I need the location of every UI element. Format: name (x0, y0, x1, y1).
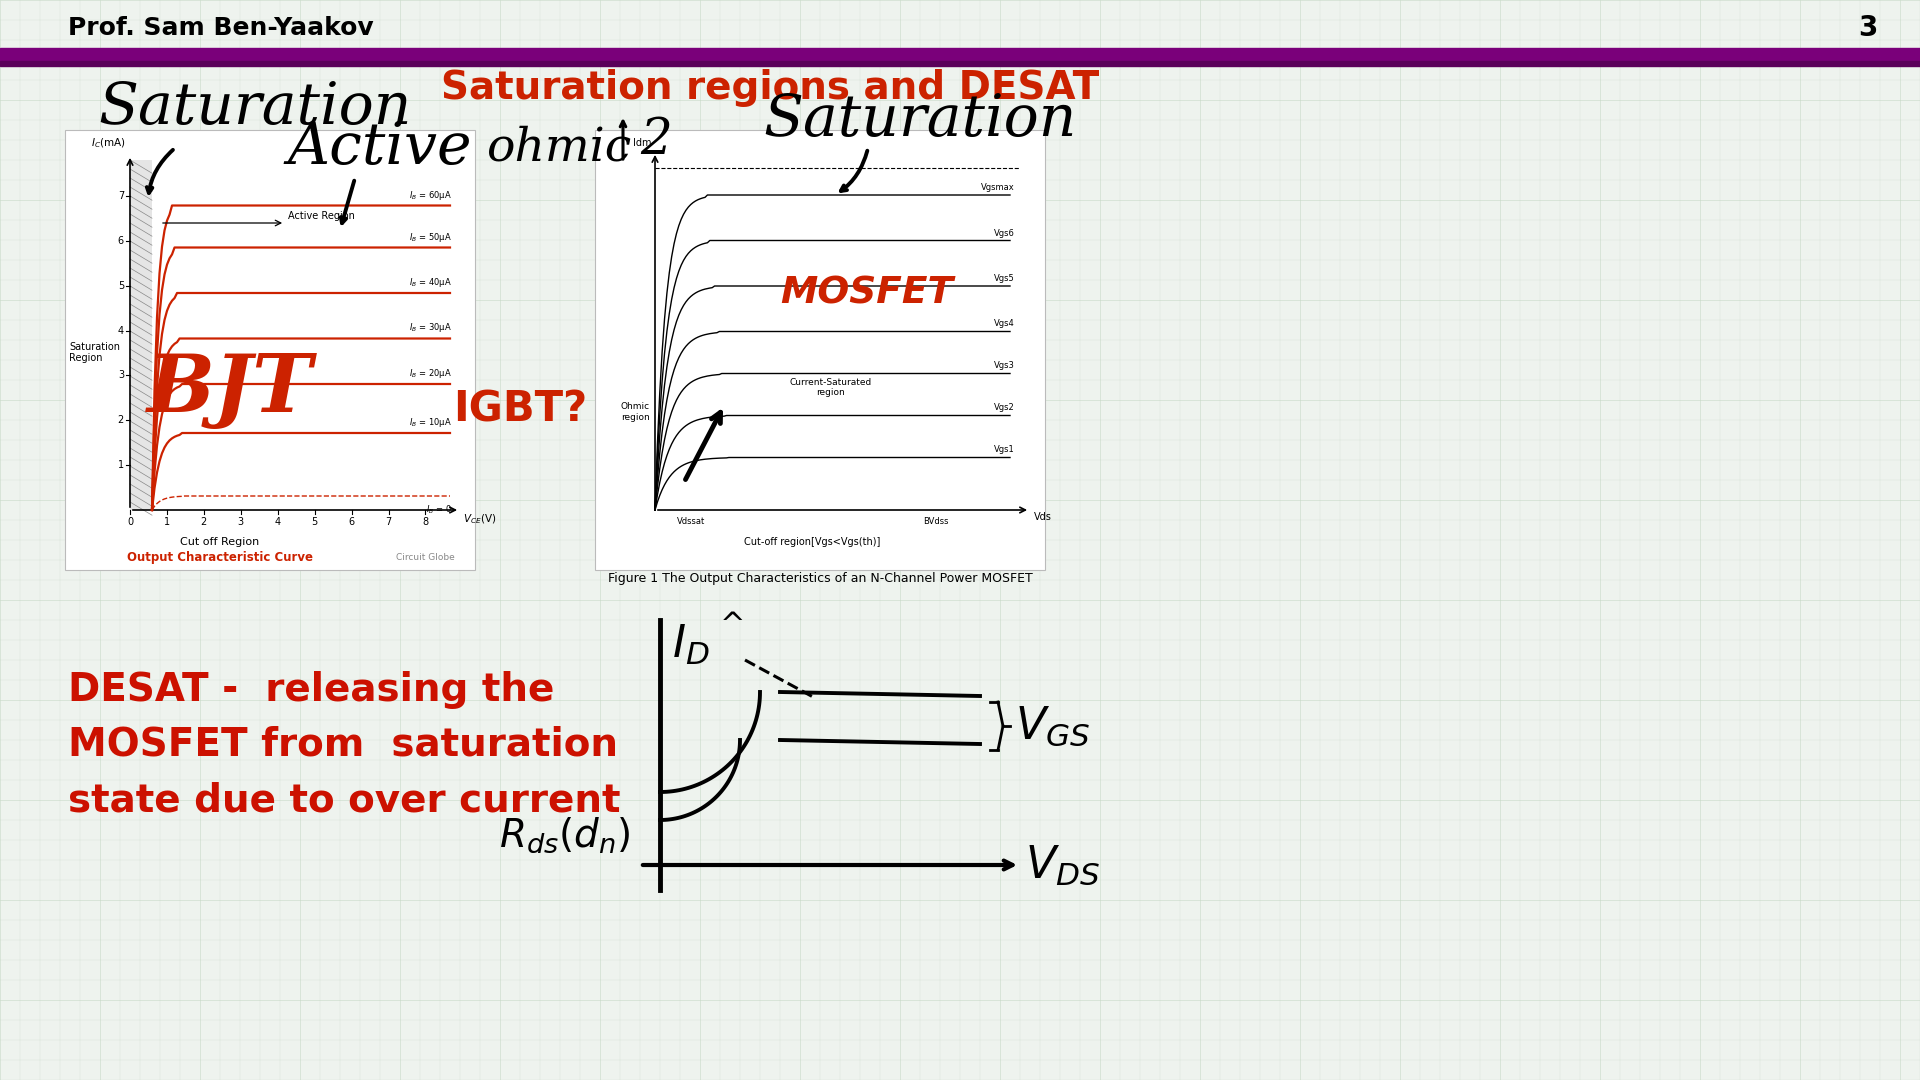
Text: 0: 0 (127, 517, 132, 527)
Text: 8: 8 (422, 517, 428, 527)
Bar (595, 130, 1044, 570)
Text: Cut-off region[Vgs<Vgs(th)]: Cut-off region[Vgs<Vgs(th)] (743, 537, 879, 546)
Text: 2: 2 (202, 517, 207, 527)
Text: Vgs1: Vgs1 (995, 445, 1016, 455)
Text: 4: 4 (117, 325, 125, 336)
Text: 3: 3 (1859, 14, 1878, 42)
Text: DESAT -  releasing the: DESAT - releasing the (67, 671, 555, 708)
Text: Active: Active (288, 120, 472, 176)
Text: $I_B$ = 40μA: $I_B$ = 40μA (409, 276, 451, 289)
Text: $R_{ds}(d_n)$: $R_{ds}(d_n)$ (499, 815, 632, 854)
Bar (0, 60, 1920, 66)
Text: Vgs5: Vgs5 (995, 274, 1016, 283)
Text: BVdss: BVdss (924, 517, 948, 526)
Text: $I_B$ = 50μA: $I_B$ = 50μA (409, 230, 451, 243)
Text: Figure 1 The Output Characteristics of an N-Channel Power MOSFET: Figure 1 The Output Characteristics of a… (607, 572, 1033, 585)
Text: $I_B$ = 60μA: $I_B$ = 60μA (409, 189, 451, 202)
Text: Vgs6: Vgs6 (995, 229, 1016, 238)
Text: MOSFET: MOSFET (780, 275, 952, 311)
Text: Vdssat: Vdssat (678, 517, 707, 526)
Text: $V_{GS}$: $V_{GS}$ (1016, 704, 1091, 747)
Bar (65, 130, 474, 570)
Text: 7: 7 (386, 517, 392, 527)
Text: BJT: BJT (148, 351, 313, 429)
Text: Idm: Idm (632, 138, 651, 148)
Text: $I_B$ = 0: $I_B$ = 0 (426, 504, 451, 516)
Bar (131, 160, 152, 510)
Text: 3: 3 (117, 370, 125, 380)
Text: 4: 4 (275, 517, 280, 527)
Text: 1: 1 (163, 517, 171, 527)
Text: 2: 2 (117, 415, 125, 426)
Text: $V_{DS}$: $V_{DS}$ (1025, 843, 1100, 887)
Text: Vgs2: Vgs2 (995, 404, 1016, 413)
Text: 3: 3 (238, 517, 244, 527)
Bar (0, 48, 1920, 60)
Text: Ohmic
region: Ohmic region (620, 402, 651, 421)
Text: Prof. Sam Ben-Yaakov: Prof. Sam Ben-Yaakov (67, 16, 374, 40)
Text: Saturation regions and DESAT: Saturation regions and DESAT (442, 69, 1098, 107)
Text: Vds: Vds (1035, 512, 1052, 522)
Text: 1: 1 (117, 460, 125, 470)
Text: $I_B$ = 30μA: $I_B$ = 30μA (409, 322, 451, 335)
Text: ^: ^ (720, 610, 745, 639)
Text: MOSFET from  saturation: MOSFET from saturation (67, 726, 618, 764)
Text: 5: 5 (117, 281, 125, 291)
Text: Output Characteristic Curve: Output Characteristic Curve (127, 552, 313, 565)
Text: Saturation: Saturation (764, 92, 1077, 148)
Text: Cut off Region: Cut off Region (180, 537, 259, 546)
Text: Circuit Globe: Circuit Globe (396, 553, 455, 563)
Text: 7: 7 (117, 191, 125, 201)
Text: state due to over current: state due to over current (67, 781, 620, 819)
Text: IGBT?: IGBT? (453, 389, 588, 431)
Text: $V_{CE}$(V): $V_{CE}$(V) (463, 512, 495, 526)
Text: 2: 2 (639, 116, 672, 165)
Text: Vgs4: Vgs4 (995, 320, 1016, 328)
Text: Vgsmax: Vgsmax (981, 183, 1016, 192)
Text: ohmic: ohmic (488, 125, 632, 171)
Text: Active Region: Active Region (288, 211, 355, 221)
Text: Saturation: Saturation (98, 80, 411, 136)
Text: 6: 6 (117, 235, 125, 246)
Text: Current-Saturated
region: Current-Saturated region (789, 378, 872, 397)
Text: 5: 5 (311, 517, 319, 527)
Text: Vgs3: Vgs3 (995, 362, 1016, 370)
Text: $I_B$ = 20μA: $I_B$ = 20μA (409, 367, 451, 380)
Text: $I_C$(mA): $I_C$(mA) (92, 136, 127, 150)
Text: 6: 6 (349, 517, 355, 527)
Text: $I_B$ = 10μA: $I_B$ = 10μA (409, 416, 451, 429)
Text: Saturation
Region: Saturation Region (69, 341, 119, 363)
Text: $I_D$: $I_D$ (672, 623, 710, 667)
